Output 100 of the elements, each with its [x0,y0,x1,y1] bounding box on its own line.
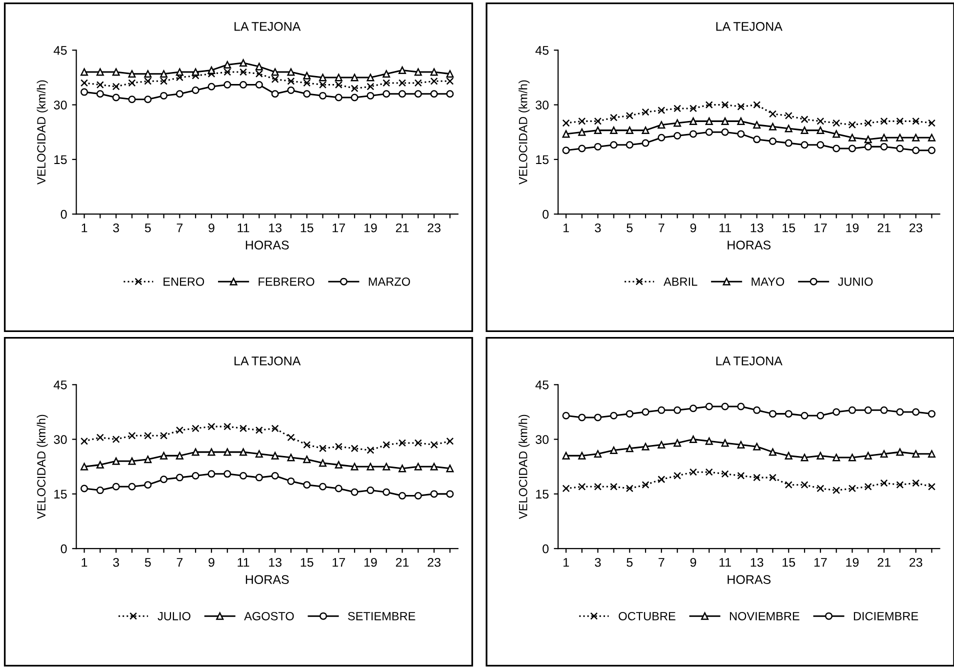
point [658,406,666,414]
point [398,464,406,472]
point [737,472,745,480]
point [160,92,168,100]
point [705,468,713,476]
point [414,90,422,98]
point [80,79,88,87]
point [689,436,697,444]
point [848,454,856,462]
point [160,476,168,484]
point [864,452,872,460]
point [80,68,88,76]
point [674,104,682,112]
point [594,117,602,125]
point [446,490,454,498]
point [287,86,295,94]
point [705,117,713,125]
point [350,462,358,470]
point [721,439,729,447]
point [303,456,311,464]
x-tick-label: 15 [782,224,796,232]
point [192,86,200,94]
point [176,90,184,98]
point [287,434,295,442]
point [446,77,454,85]
point [705,101,713,109]
point [594,126,602,134]
point [737,102,745,110]
point [430,90,438,98]
point [287,77,295,85]
point [721,402,729,410]
point [912,408,920,416]
x-tick-label: 3 [113,223,119,232]
x-tick-label: 21 [396,223,409,232]
point [398,79,406,87]
point [784,481,792,489]
point [896,134,904,142]
y-tick-label: 15 [54,155,67,164]
legend-label: ABRIL [664,278,698,286]
point [816,117,824,125]
point [928,119,936,127]
legend-label: NOVIEMBRE [730,612,800,620]
point [208,82,216,90]
x-tick-label: 23 [428,558,440,567]
point [658,106,666,114]
x-tick-label: 19 [364,223,377,232]
y-tick-label: 0 [542,210,549,219]
legend-label: JUNIO [838,277,873,286]
legend-label: OCTUBRE [618,612,676,620]
point [832,454,840,462]
point [880,134,888,142]
point [208,448,216,456]
legend-label: MAYO [752,277,784,286]
point [928,482,936,490]
point [240,424,248,432]
chart-title: LA TEJONA [234,356,301,366]
point [271,424,279,432]
point [784,124,792,132]
point [366,92,374,100]
point [594,482,602,490]
x-tick-label: 1 [564,224,569,232]
x-tick-label: 17 [814,558,827,567]
point [271,76,279,84]
point [896,408,904,416]
point [642,408,650,416]
y-tick-label: 30 [54,435,67,444]
point [334,94,342,102]
point [800,116,808,124]
y-tick-label: 0 [542,544,549,554]
point [303,441,311,449]
point [414,492,422,500]
point [350,94,358,102]
point [382,488,390,496]
point [880,450,888,458]
point [160,70,168,78]
point [414,439,422,447]
point [398,492,406,500]
point [658,441,666,449]
point [319,81,327,89]
point [642,481,650,489]
point [642,139,650,147]
point [224,422,232,430]
point [160,452,168,460]
point [626,410,634,418]
point [848,484,856,492]
point [594,142,602,150]
point [689,130,697,138]
point [240,68,248,76]
point [737,402,745,410]
point [224,81,232,89]
point [271,472,279,480]
point [144,432,152,440]
point [768,474,776,482]
point [610,126,618,134]
legend-label: DICIEMBRE [854,612,918,620]
x-tick-label: 19 [846,223,859,232]
y-tick-label: 30 [536,435,549,444]
point [912,479,920,487]
point [382,462,390,470]
point [128,432,136,440]
